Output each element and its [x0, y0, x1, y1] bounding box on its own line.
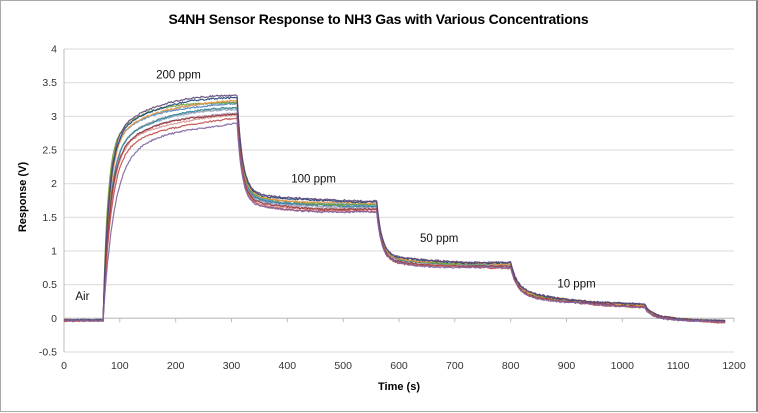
x-tick-label: 1100 — [667, 360, 690, 372]
y-tick-label: 0 — [51, 313, 57, 325]
y-tick-label: 1.5 — [42, 212, 57, 224]
series-line-s2 — [63, 107, 726, 323]
series-line-s6 — [63, 113, 726, 324]
series-line-s11 — [63, 113, 726, 323]
y-tick-label: 0.5 — [42, 279, 57, 291]
series-line-s7 — [63, 101, 726, 323]
annotation-label: 100 ppm — [291, 173, 336, 185]
y-axis-label: Response (V) — [17, 161, 29, 233]
x-tick-label: 200 — [167, 360, 185, 372]
chart-title: S4NH Sensor Response to NH3 Gas with Var… — [168, 11, 589, 27]
x-tick-label: 0 — [61, 360, 67, 372]
x-tick-label: 800 — [502, 360, 520, 372]
y-tick-label: 2 — [51, 178, 57, 190]
x-tick-label: 400 — [279, 360, 297, 372]
series-line-s12 — [63, 117, 726, 324]
y-tick-label: 3.5 — [42, 77, 57, 89]
x-axis-label: Time (s) — [378, 381, 420, 393]
series-line-s9 — [63, 99, 726, 323]
y-tick-label: 1 — [51, 246, 57, 258]
x-tick-label: 100 — [111, 360, 129, 372]
x-tick-label: 300 — [223, 360, 241, 372]
y-tick-label: 2.5 — [42, 145, 57, 157]
y-tick-label: 3 — [51, 111, 57, 123]
series-line-s1 — [63, 108, 726, 323]
x-tick-label: 600 — [390, 360, 408, 372]
series-line-s13 — [63, 94, 726, 322]
series-line-s4 — [63, 106, 726, 323]
x-tick-label: 900 — [558, 360, 576, 372]
annotation-label: 50 ppm — [420, 233, 458, 245]
x-tick-label: 500 — [334, 360, 352, 372]
y-tick-label: -0.5 — [39, 347, 57, 359]
x-tick-label: 700 — [446, 360, 464, 372]
annotation-label: 200 ppm — [156, 70, 201, 82]
series-line-s8 — [63, 101, 726, 323]
x-tick-label: 1200 — [722, 360, 746, 372]
series-line-s14 — [63, 122, 726, 324]
x-tick-label: 1000 — [611, 360, 635, 372]
y-tick-label: 4 — [51, 44, 57, 56]
annotation-label: Air — [75, 291, 89, 303]
annotation-label: 10 ppm — [557, 278, 595, 290]
